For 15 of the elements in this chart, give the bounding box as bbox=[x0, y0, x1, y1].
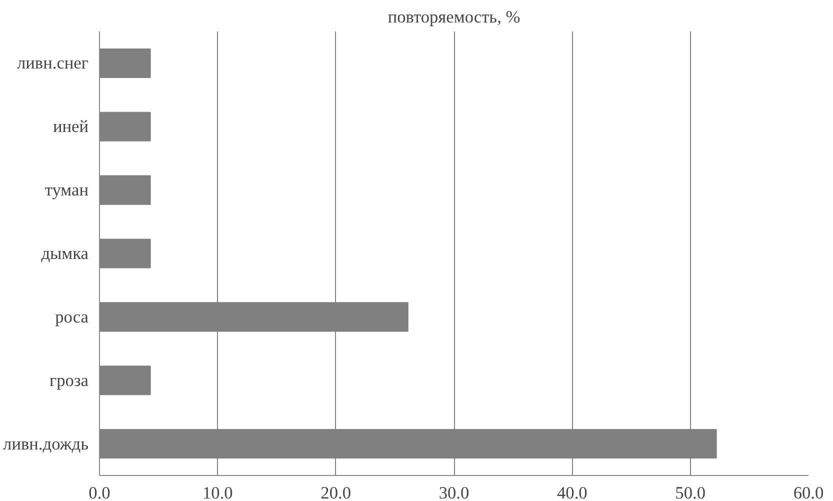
x-tick-label: 40.0 bbox=[557, 484, 588, 501]
x-tick-label: 10.0 bbox=[202, 484, 233, 501]
x-tick-label: 20.0 bbox=[320, 484, 351, 501]
y-tick-label: ливн.снег bbox=[17, 54, 89, 73]
x-tick-label: 50.0 bbox=[675, 484, 706, 501]
chart-title: повторяемость, % bbox=[388, 8, 520, 26]
y-tick-label: туман bbox=[44, 180, 89, 200]
x-tick-label: 60.0 bbox=[793, 484, 824, 501]
y-tick-label: гроза bbox=[50, 370, 89, 390]
y-tick-label: дымка bbox=[41, 244, 89, 263]
x-tick-label: 0.0 bbox=[88, 484, 110, 501]
y-tick-label: иней bbox=[52, 117, 89, 136]
y-tick-label: ливн.дождь bbox=[3, 434, 89, 454]
y-tick-label: роса bbox=[55, 307, 89, 326]
x-tick-label: 30.0 bbox=[438, 484, 470, 501]
